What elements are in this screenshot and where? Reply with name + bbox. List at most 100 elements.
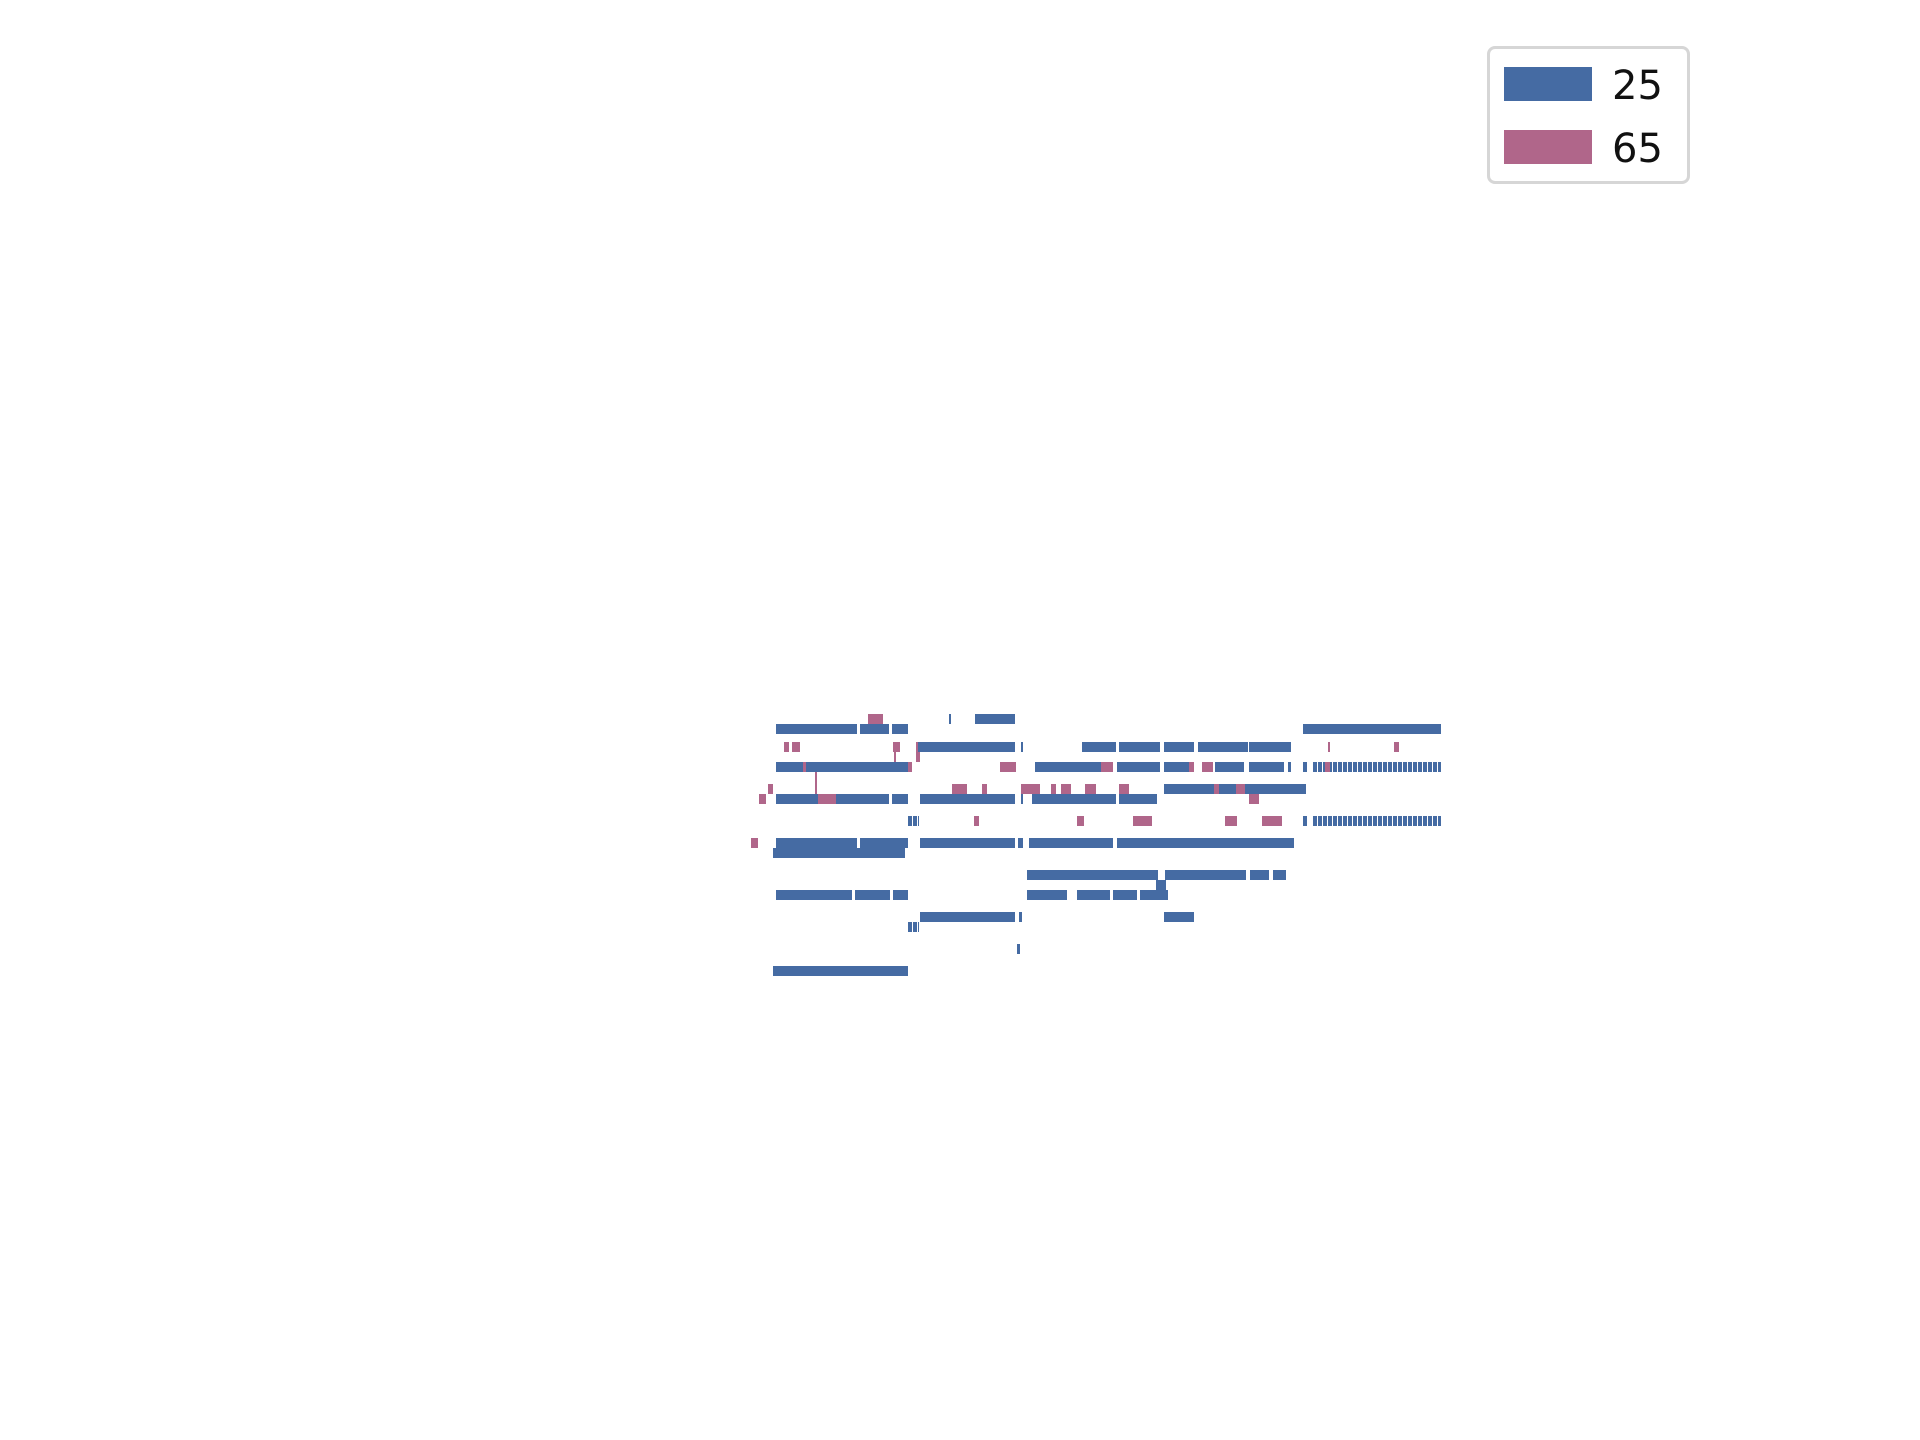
bar-segment-25-3: [776, 724, 857, 734]
bar-gap-37-1382: [1382, 762, 1383, 772]
bar-segment-25-82: [776, 890, 852, 900]
bar-gap-37-1397: [1397, 762, 1398, 772]
bar-segment-65-50: [1236, 784, 1245, 794]
bar-gap-37-1437: [1437, 762, 1438, 772]
bar-gap-68-1407: [1407, 816, 1408, 826]
bar-segment-25-56: [920, 794, 1015, 804]
bar-segment-25-90: [1019, 912, 1022, 922]
bar-segment-25-57: [1021, 794, 1023, 804]
bar-segment-65-39: [768, 784, 773, 794]
bar-segment-25-80: [1273, 870, 1286, 880]
bar-gap-37-1352: [1352, 762, 1353, 772]
legend-label-25: 25: [1612, 63, 1663, 109]
bar-gap-68-1387: [1387, 816, 1388, 826]
bar-segment-65-69: [751, 838, 758, 848]
bar-gap-68-1417: [1417, 816, 1418, 826]
bar-segment-25-71: [860, 838, 908, 848]
bar-segment-65-60: [1249, 794, 1259, 804]
bar-segment-65-45: [1061, 784, 1071, 794]
bar-segment-25-5: [892, 724, 908, 734]
bar-gap-37-1412: [1412, 762, 1413, 772]
bar-gap-37-1357: [1357, 762, 1358, 772]
bar-gap-37-1432: [1432, 762, 1433, 772]
bar-segment-25-93: [1017, 944, 1020, 954]
bar-segment-25-16: [1082, 742, 1116, 752]
bar-segment-25-86: [1077, 890, 1110, 900]
bar-gap-37-1322: [1322, 762, 1323, 772]
legend: 25 65: [1487, 46, 1690, 184]
bar-gap-68-1432: [1432, 816, 1433, 826]
legend-swatch-65: [1504, 130, 1592, 164]
bar-gap-92-912: [912, 922, 913, 932]
bar-segment-25-94: [773, 966, 908, 976]
bar-segment-65-8: [792, 742, 800, 752]
bar-segment-25-23: [776, 762, 910, 772]
bar-gap-37-1347: [1347, 762, 1348, 772]
bar-gap-68-1392: [1392, 816, 1393, 826]
bar-segment-25-61: [908, 816, 919, 826]
bar-gap-37-1402: [1402, 762, 1403, 772]
bar-gap-37-1387: [1387, 762, 1388, 772]
bar-segment-25-75: [1117, 838, 1294, 848]
bar-segment-25-59: [1119, 794, 1157, 804]
bar-segment-65-63: [1077, 816, 1084, 826]
bar-segment-65-41: [952, 784, 967, 794]
bar-segment-25-52: [776, 794, 818, 804]
bar-segment-25-33: [1215, 762, 1244, 772]
bar-segment-65-21: [1328, 742, 1330, 752]
bar-gap-68-1412: [1412, 816, 1413, 826]
bar-segment-25-30: [1164, 762, 1189, 772]
bar-segment-25-83: [855, 890, 890, 900]
bar-segment-25-79: [1250, 870, 1269, 880]
bar-segment-25-29: [1117, 762, 1160, 772]
legend-entry-65: 65: [1504, 126, 1684, 172]
bar-segment-25-27: [1035, 762, 1102, 772]
bar-segment-65-38: [1325, 762, 1330, 772]
bar-segment-25-2: [975, 714, 1015, 724]
bar-gap-68-1397: [1397, 816, 1398, 826]
bar-segment-65-43: [1021, 784, 1040, 794]
bar-segment-25-92: [908, 922, 919, 932]
bar-segment-25-87: [1113, 890, 1137, 900]
bar-segment-65-9: [893, 742, 900, 752]
bar-gap-68-1437: [1437, 816, 1438, 826]
bar-segment-65-32: [1202, 762, 1213, 772]
bar-gap-37-1377: [1377, 762, 1378, 772]
bar-segment-25-19: [1198, 742, 1248, 752]
bar-segment-25-54: [836, 794, 889, 804]
bar-gap-68-1402: [1402, 816, 1403, 826]
bar-segment-65-31: [1189, 762, 1194, 772]
bar-gap-37-1317: [1317, 762, 1318, 772]
bar-gap-68-1382: [1382, 816, 1383, 826]
bar-gap-37-1372: [1372, 762, 1373, 772]
bar-segment-65-62: [974, 816, 979, 826]
bar-segment-25-74: [1029, 838, 1113, 848]
bar-segment-65-64: [1133, 816, 1152, 826]
bar-segment-25-76: [773, 848, 905, 858]
legend-label-65: 65: [1612, 126, 1663, 172]
bar-segment-25-58: [1032, 794, 1116, 804]
bar-gap-68-1422: [1422, 816, 1423, 826]
bar-segment-25-6: [1303, 724, 1441, 734]
bar-segment-25-72: [920, 838, 1015, 848]
bar-segment-25-77: [1027, 870, 1158, 880]
bar-gap-68-1337: [1337, 816, 1338, 826]
bar-gap-68-1332: [1332, 816, 1333, 826]
bar-segment-65-47: [1119, 784, 1129, 794]
bar-segment-65-25: [908, 762, 912, 772]
bar-segment-25-67: [1303, 816, 1307, 826]
bar-segment-25-36: [1303, 762, 1307, 772]
bar-segment-65-51: [759, 794, 766, 804]
bar-gap-37-1362: [1362, 762, 1363, 772]
bar-segment-25-89: [920, 912, 1015, 922]
bar-gap-37-1367: [1367, 762, 1368, 772]
bar-gap-61-917: [917, 816, 918, 826]
bar-gap-68-1317: [1317, 816, 1318, 826]
bar-segment-65-7: [784, 742, 789, 752]
bar-segment-25-18: [1164, 742, 1194, 752]
bar-gap-68-1362: [1362, 816, 1363, 826]
bar-segment-25-73: [1018, 838, 1023, 848]
bar-gap-68-1352: [1352, 816, 1353, 826]
bar-gap-37-1342: [1342, 762, 1343, 772]
